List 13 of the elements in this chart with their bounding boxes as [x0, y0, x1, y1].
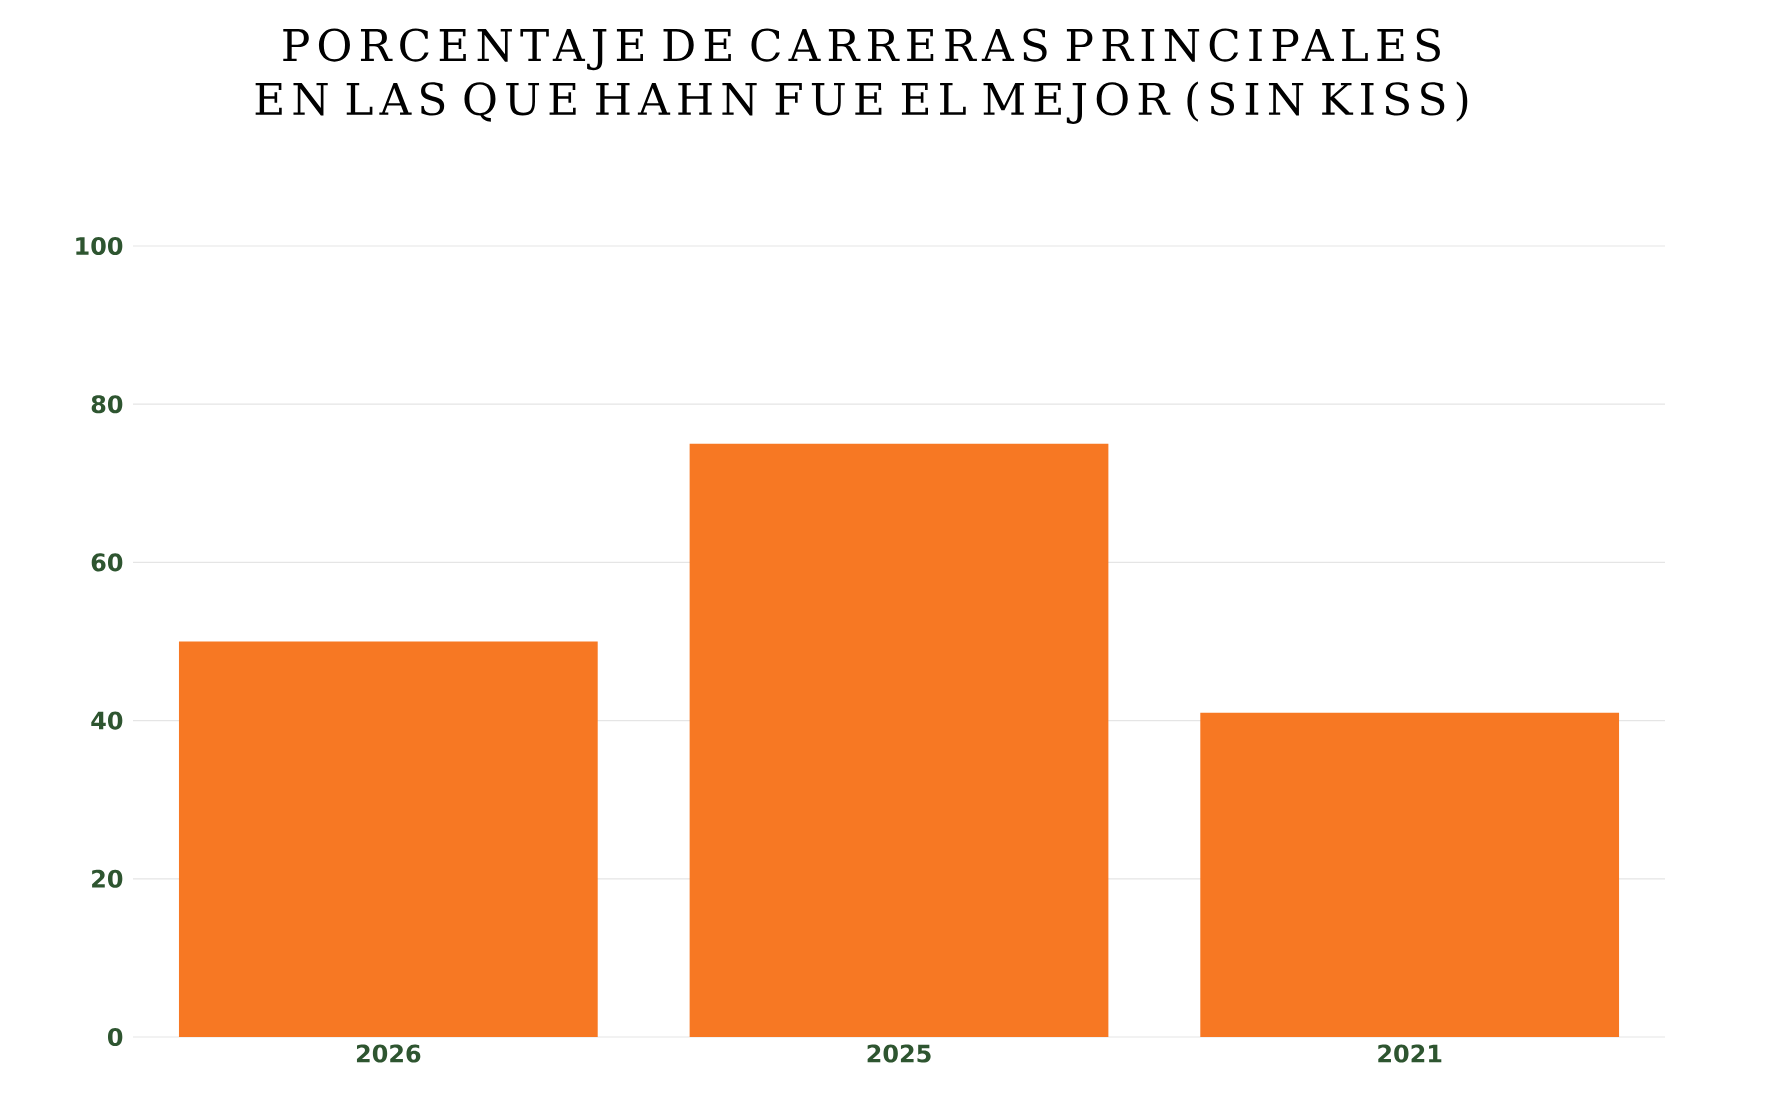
y-tick-label: 80	[91, 395, 123, 414]
x-tick-label: 2025	[867, 1044, 931, 1063]
chart-title: PORCENTAJE DE CARRERAS PRINCIPALES EN LAS QUE HAHN FUE EL MEJOR (SIN KISS)	[255, 28, 1468, 124]
y-tick-label: 20	[92, 869, 123, 888]
bar	[689, 443, 1109, 1037]
bar	[1200, 712, 1620, 1037]
y-tick-label: 0	[107, 1027, 123, 1047]
bar	[178, 641, 598, 1037]
y-tick-label: 40	[91, 711, 123, 730]
x-tick-label: 2021	[1378, 1044, 1442, 1063]
y-tick-label: 100	[76, 236, 123, 256]
y-tick-label: 60	[91, 553, 123, 572]
x-tick-label: 2026	[356, 1044, 421, 1063]
